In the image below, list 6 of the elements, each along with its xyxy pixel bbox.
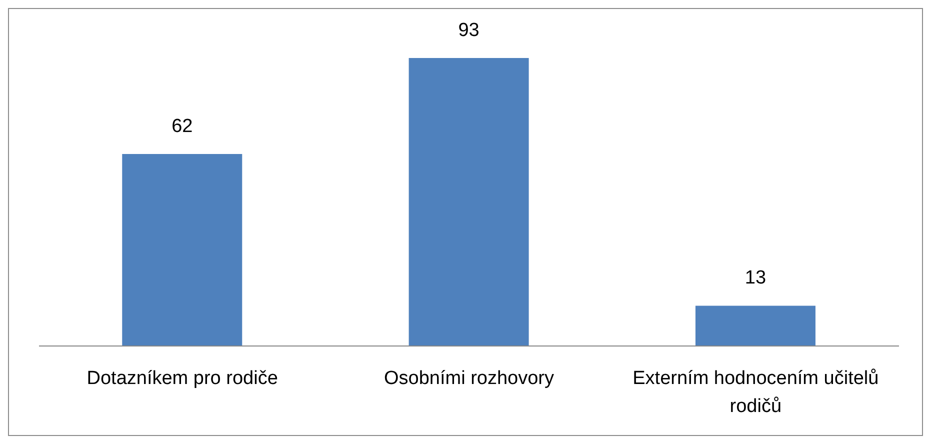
data-label: 62	[172, 116, 193, 137]
data-label: 13	[744, 268, 766, 289]
x-tick-label: Externím hodnocením učitelů rodičů	[632, 368, 879, 417]
data-label: 93	[458, 20, 480, 41]
x-tick-label: Osobními rozhovory	[384, 368, 554, 389]
x-tick-label: Dotazníkem pro rodiče	[86, 368, 278, 389]
